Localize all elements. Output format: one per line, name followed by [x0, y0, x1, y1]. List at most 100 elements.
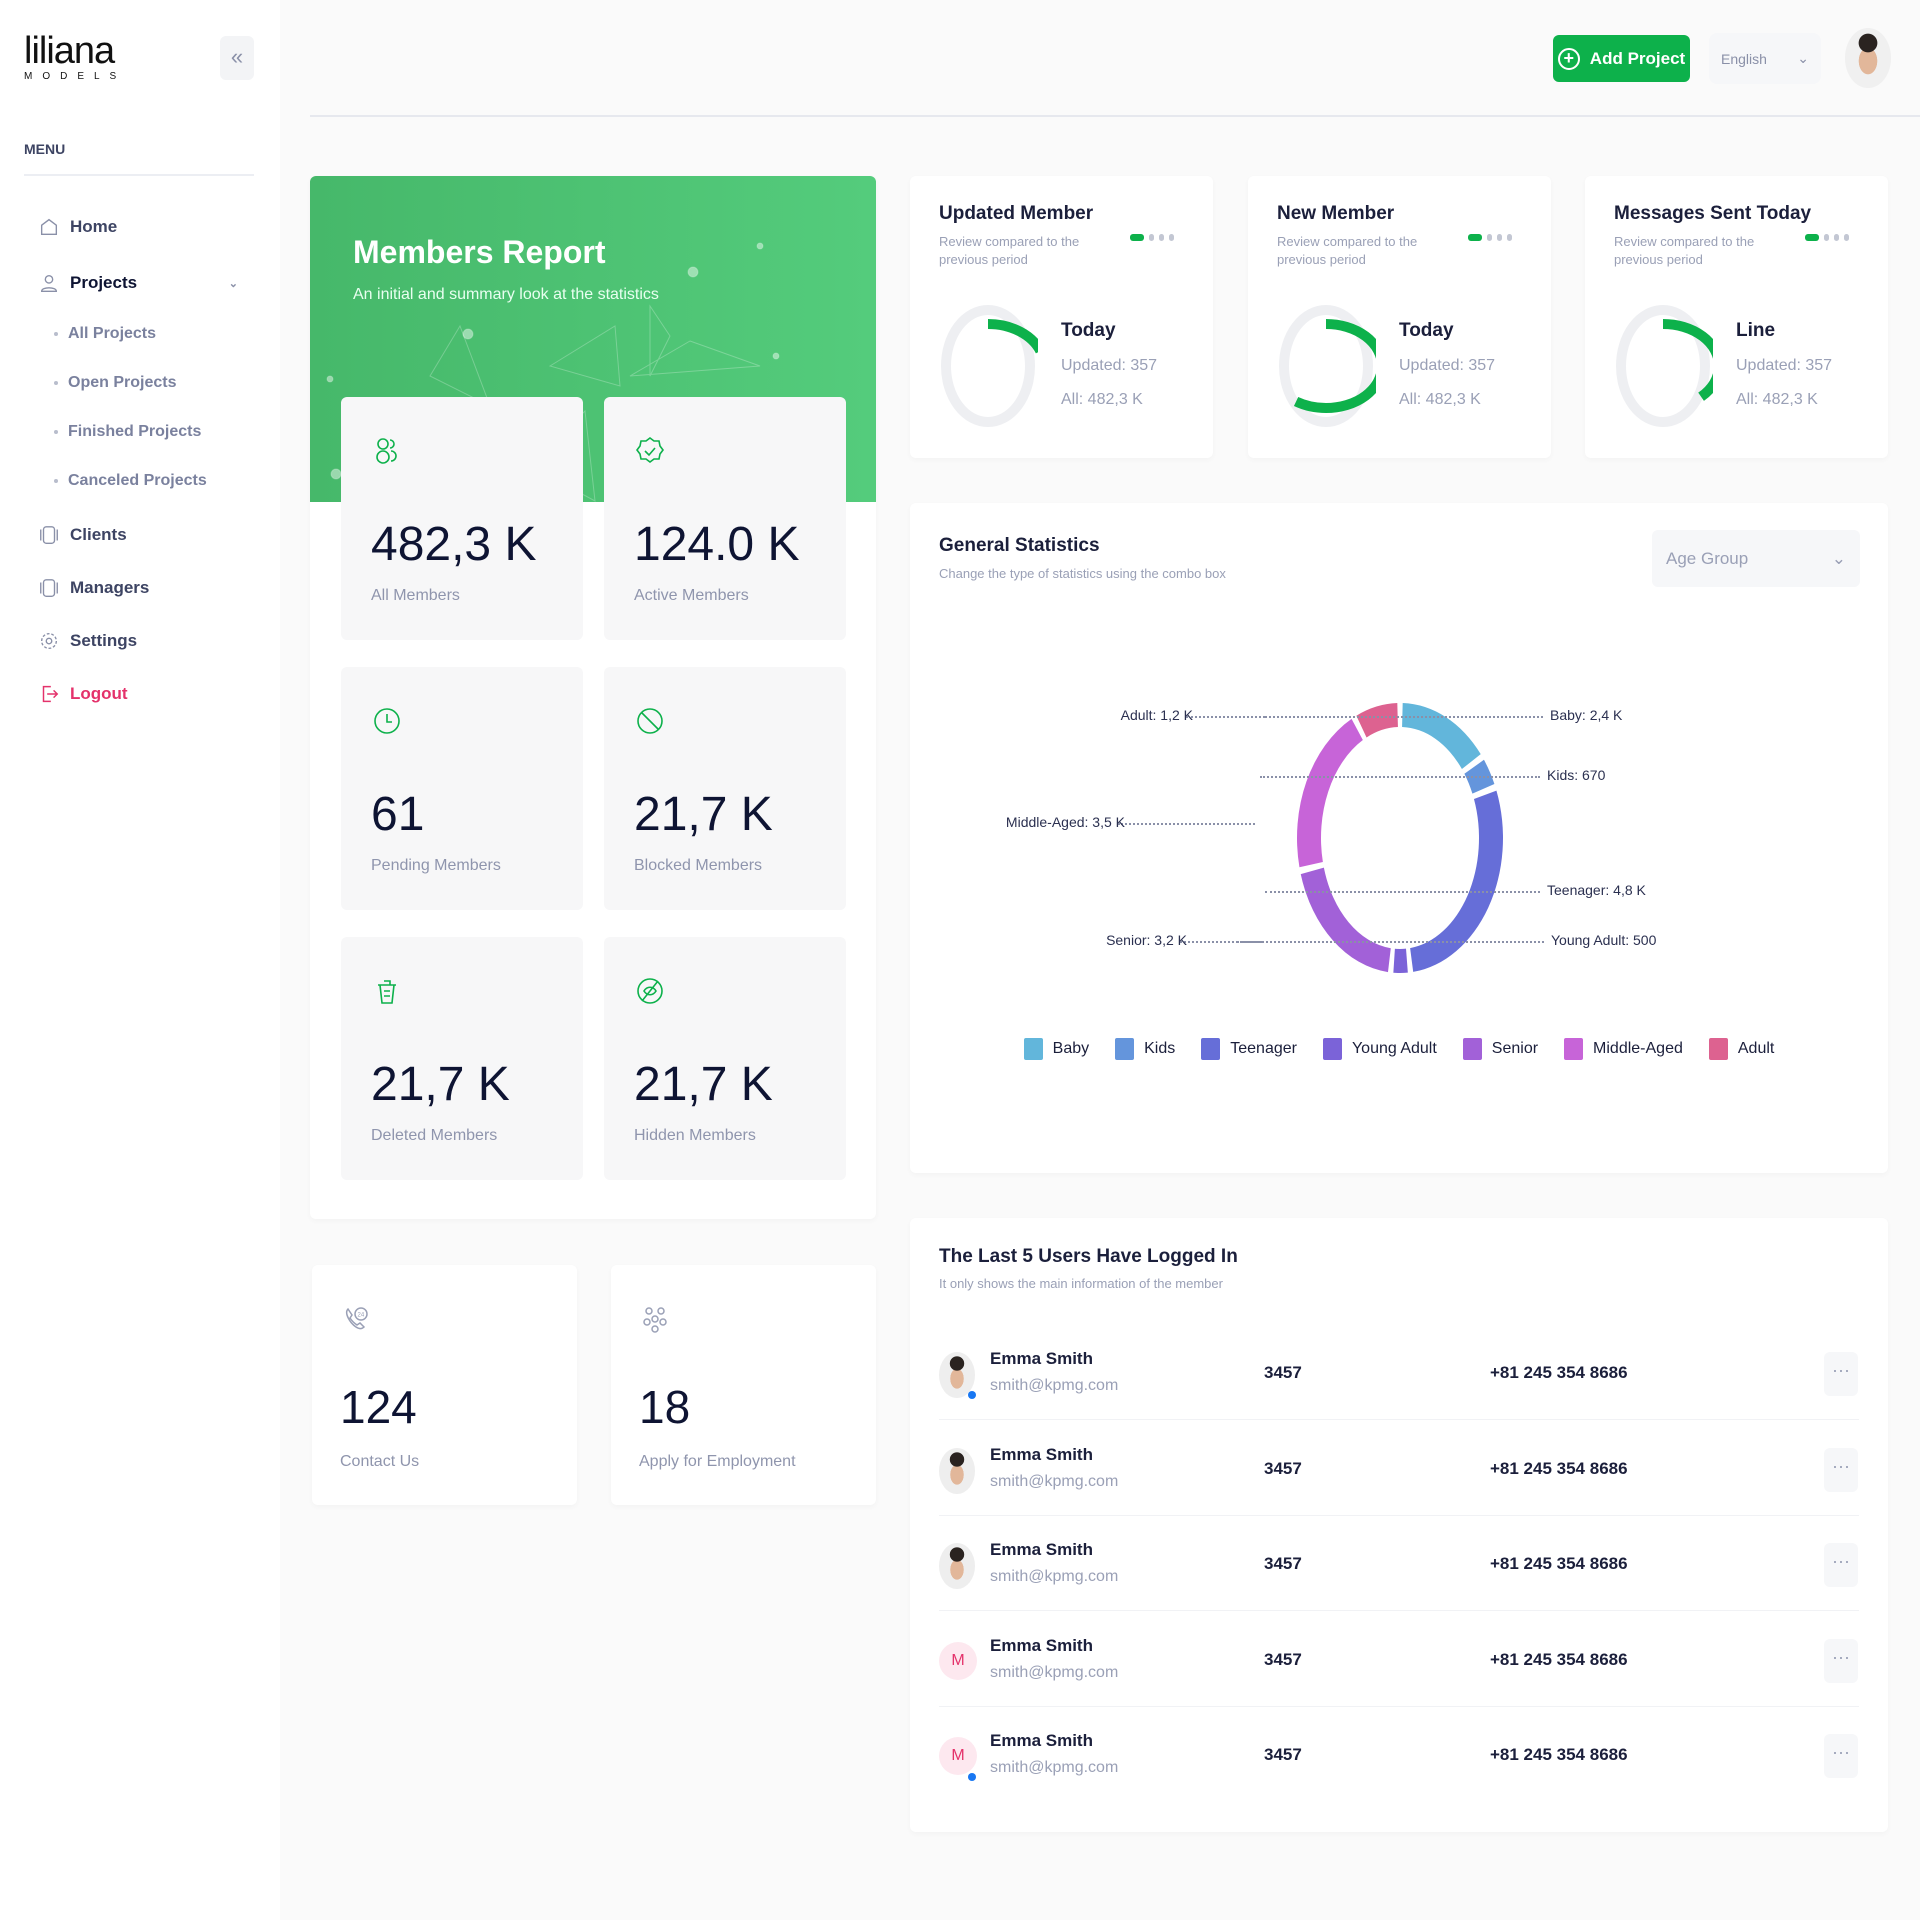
- chart-legend: Baby Kids Teenager Young Adult Senior Middle-…: [910, 1038, 1888, 1060]
- carousel-dots[interactable]: [1130, 234, 1174, 241]
- donut-slice-young-adult[interactable]: [1393, 948, 1408, 973]
- summary-card[interactable]: Messages Sent Today Review compared to t…: [1585, 176, 1888, 458]
- sidebar-item-managers[interactable]: Managers: [38, 577, 149, 599]
- header-divider: [310, 115, 1920, 117]
- general-statistics-card: General Statistics Change the type of st…: [910, 503, 1888, 1173]
- table-row[interactable]: Emma Smith smith@kpmg.com 3457 +81 245 3…: [939, 1421, 1859, 1516]
- donut-slice-middle-aged[interactable]: [1297, 718, 1363, 868]
- data-label: Teenager: 4,8 K: [1547, 882, 1646, 898]
- data-label: Young Adult: 500: [1551, 932, 1657, 948]
- more-options-button[interactable]: ···: [1824, 1352, 1858, 1396]
- data-label: Senior: 3,2 K: [1106, 932, 1187, 948]
- donut-slice-adult[interactable]: [1356, 703, 1398, 738]
- general-title: General Statistics: [939, 535, 1100, 556]
- sidebar-subitem-all-projects[interactable]: All Projects: [54, 325, 156, 343]
- online-indicator: [968, 1773, 976, 1781]
- legend-item[interactable]: Adult: [1708, 1038, 1774, 1060]
- contact-us-card[interactable]: 24 124 Contact Us: [312, 1265, 577, 1505]
- table-row[interactable]: M Emma Smith smith@kpmg.com 3457 +81 245…: [939, 1707, 1859, 1802]
- legend-item[interactable]: Middle-Aged: [1564, 1038, 1683, 1060]
- menu-label: MENU: [24, 141, 66, 157]
- apply-employment-card[interactable]: 18 Apply for Employment: [611, 1265, 876, 1505]
- leader-line: [1186, 716, 1265, 718]
- sidebar-subitem-open-projects[interactable]: Open Projects: [54, 374, 176, 392]
- sidebar-item-clients[interactable]: Clients: [38, 524, 127, 546]
- language-select[interactable]: English ⌄: [1709, 33, 1821, 84]
- leader-line: [1237, 941, 1544, 943]
- leader-line: [1260, 776, 1540, 778]
- carousel-dots[interactable]: [1468, 234, 1512, 241]
- stat-tile[interactable]: 61 Pending Members: [341, 667, 583, 910]
- age-group-select[interactable]: Age Group ⌄: [1652, 530, 1860, 587]
- summary-card[interactable]: Updated Member Review compared to the pr…: [910, 176, 1213, 458]
- leader-line: [1265, 716, 1543, 718]
- chevron-down-icon: ⌄: [1797, 50, 1809, 66]
- leader-line: [1180, 941, 1262, 943]
- more-options-button[interactable]: ···: [1824, 1638, 1858, 1683]
- carousel-dots[interactable]: [1805, 234, 1849, 241]
- legend-item[interactable]: Teenager: [1201, 1038, 1297, 1060]
- progress-ring: [1276, 305, 1376, 427]
- table-row[interactable]: Emma Smith smith@kpmg.com 3457 +81 245 3…: [939, 1516, 1859, 1611]
- online-indicator: [968, 1391, 976, 1399]
- verified-badge-icon: [636, 437, 664, 463]
- stat-tile[interactable]: 21,7 K Blocked Members: [604, 667, 846, 910]
- progress-ring: [938, 305, 1038, 427]
- gear-icon: [40, 632, 58, 650]
- blocked-icon: [637, 708, 663, 734]
- add-project-button[interactable]: + Add Project: [1553, 35, 1690, 82]
- more-options-button[interactable]: ···: [1824, 1447, 1858, 1492]
- trash-icon: [378, 980, 396, 1004]
- summary-card[interactable]: New Member Review compared to the previo…: [1248, 176, 1551, 458]
- leader-line: [1118, 823, 1255, 825]
- logout-icon: [42, 685, 59, 703]
- table-row[interactable]: M Emma Smith smith@kpmg.com 3457 +81 245…: [939, 1612, 1859, 1707]
- stat-tile[interactable]: 21,7 K Deleted Members: [341, 937, 583, 1180]
- users-icon: [376, 438, 397, 464]
- stat-tile[interactable]: 124.0 K Active Members: [604, 397, 846, 640]
- more-options-button[interactable]: ···: [1824, 1543, 1858, 1587]
- donut-slice-senior[interactable]: [1300, 867, 1391, 973]
- svg-text:24: 24: [358, 1313, 365, 1319]
- progress-arc: [938, 319, 1038, 413]
- legend-item[interactable]: Kids: [1115, 1038, 1175, 1060]
- legend-swatch: [1564, 1038, 1584, 1060]
- people-group-icon: [643, 1307, 667, 1333]
- avatar: M: [939, 1737, 977, 1775]
- progress-arc: [1276, 319, 1376, 413]
- donut-slice-baby[interactable]: [1402, 703, 1481, 770]
- sidebar-item-home[interactable]: Home: [38, 216, 117, 238]
- logo[interactable]: liliana MODELS: [24, 30, 127, 82]
- data-label: Kids: 670: [1547, 767, 1606, 783]
- legend-item[interactable]: Baby: [1023, 1038, 1089, 1060]
- legend-swatch: [1708, 1038, 1728, 1060]
- home-icon: [40, 218, 58, 236]
- last-users-card: The Last 5 Users Have Logged In It only …: [910, 1218, 1888, 1832]
- sidebar-subitem-canceled-projects[interactable]: Canceled Projects: [54, 472, 207, 490]
- users-desc: It only shows the main information of th…: [939, 1276, 1223, 1291]
- sidebar-item-settings[interactable]: Settings: [38, 630, 137, 652]
- age-donut-chart: [1297, 703, 1503, 973]
- sidebar-item-projects[interactable]: Projects ⌄: [38, 272, 238, 294]
- data-label: Baby: 2,4 K: [1550, 707, 1623, 723]
- user-icon: [40, 274, 58, 292]
- stat-tile[interactable]: 482,3 K All Members: [341, 397, 583, 640]
- stat-tile[interactable]: 21,7 K Hidden Members: [604, 937, 846, 1180]
- legend-item[interactable]: Senior: [1462, 1038, 1538, 1060]
- leader-line: [1265, 891, 1540, 893]
- phone-24-icon: 24: [345, 1307, 368, 1330]
- legend-item[interactable]: Young Adult: [1322, 1038, 1437, 1060]
- plus-circle-icon: +: [1557, 47, 1580, 70]
- divider: [24, 174, 254, 176]
- table-row[interactable]: Emma Smith smith@kpmg.com 3457 +81 245 3…: [939, 1325, 1859, 1420]
- members-report-card: Members Report An initial and summary lo…: [310, 176, 876, 1219]
- clients-icon: [40, 526, 58, 544]
- collapse-sidebar-button[interactable]: «: [220, 36, 254, 80]
- managers-icon: [40, 579, 58, 597]
- user-avatar[interactable]: [1845, 28, 1891, 88]
- legend-swatch: [1023, 1038, 1043, 1060]
- donut-slice-teenager[interactable]: [1410, 790, 1503, 972]
- sidebar-subitem-finished-projects[interactable]: Finished Projects: [54, 423, 201, 441]
- more-options-button[interactable]: ···: [1824, 1734, 1858, 1778]
- sidebar-item-logout[interactable]: Logout: [38, 683, 128, 705]
